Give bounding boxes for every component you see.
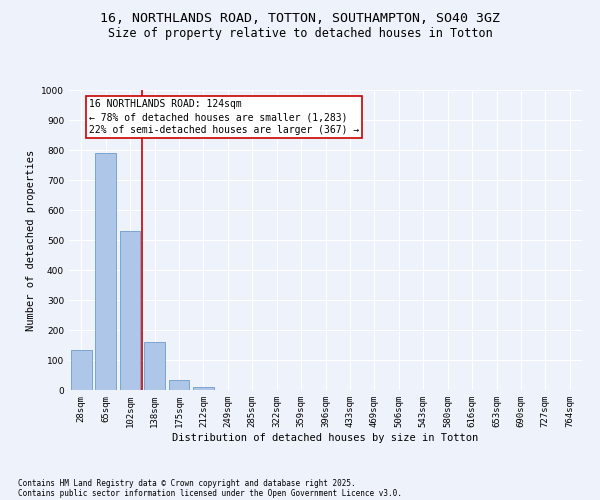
Text: Size of property relative to detached houses in Totton: Size of property relative to detached ho…: [107, 28, 493, 40]
Bar: [144, 342, 165, 390]
Text: 16 NORTHLANDS ROAD: 124sqm
← 78% of detached houses are smaller (1,283)
22% of s: 16 NORTHLANDS ROAD: 124sqm ← 78% of deta…: [89, 99, 359, 136]
Text: Contains HM Land Registry data © Crown copyright and database right 2025.: Contains HM Land Registry data © Crown c…: [18, 478, 356, 488]
Bar: [193, 387, 214, 390]
Bar: [95, 153, 116, 390]
Text: Contains public sector information licensed under the Open Government Licence v3: Contains public sector information licen…: [18, 488, 402, 498]
Bar: [119, 231, 140, 390]
Bar: [169, 380, 190, 390]
Text: 16, NORTHLANDS ROAD, TOTTON, SOUTHAMPTON, SO40 3GZ: 16, NORTHLANDS ROAD, TOTTON, SOUTHAMPTON…: [100, 12, 500, 26]
Bar: [71, 350, 92, 390]
X-axis label: Distribution of detached houses by size in Totton: Distribution of detached houses by size …: [172, 432, 479, 442]
Y-axis label: Number of detached properties: Number of detached properties: [26, 150, 35, 330]
